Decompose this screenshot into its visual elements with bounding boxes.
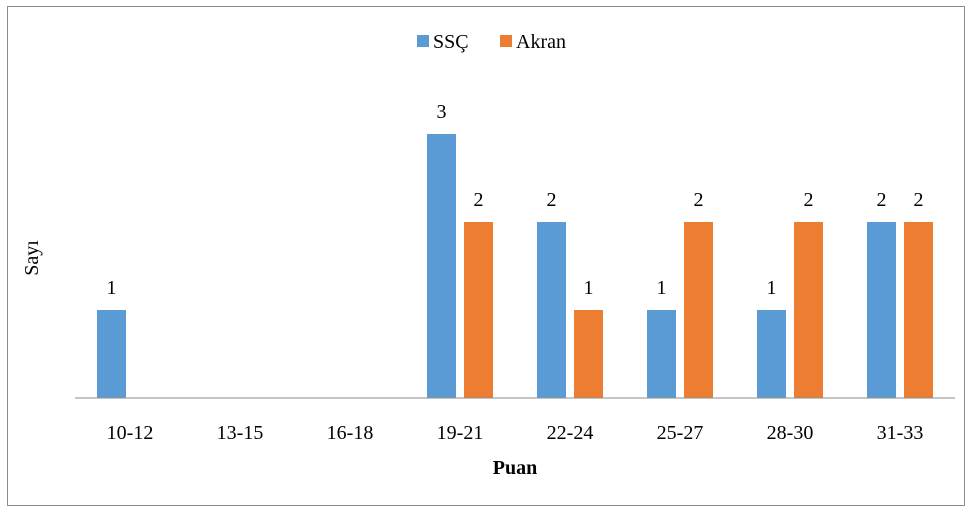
data-label-SSÇ-25-27: 1 [657,277,667,299]
x-tick-label-16-18: 16-18 [327,422,374,444]
legend-swatch-SSÇ [417,35,429,47]
legend-swatch-Akran [500,35,512,47]
x-tick-label-19-21: 19-21 [437,422,484,444]
data-labels-group: 1 3 2 2 1 1 2 1 2 2 2 [107,101,924,299]
x-tick-label-13-15: 13-15 [217,422,264,444]
legend-label-SSÇ: SSÇ [433,31,469,53]
bar-Akran-25-27 [684,222,713,398]
legend: SSÇ Akran [417,31,566,53]
data-label-Akran-28-30: 2 [804,189,814,211]
x-tick-label-10-12: 10-12 [107,422,154,444]
bars-group [97,134,933,398]
data-label-Akran-31-33: 2 [914,189,924,211]
legend-label-Akran: Akran [516,31,566,53]
bar-SSÇ-25-27 [647,310,676,398]
x-tick-label-22-24: 22-24 [547,422,594,444]
data-label-SSÇ-10-12: 1 [107,277,117,299]
bar-Akran-28-30 [794,222,823,398]
data-label-SSÇ-28-30: 1 [767,277,777,299]
x-tick-label-25-27: 25-27 [657,422,704,444]
y-axis-label: Sayı [21,240,43,276]
bar-SSÇ-19-21 [427,134,456,398]
x-tick-labels: 10-12 13-15 16-18 19-21 22-24 25-27 28-30 31-33 [107,422,924,444]
bar-Akran-31-33 [904,222,933,398]
x-tick-label-28-30: 28-30 [767,422,814,444]
bar-SSÇ-22-24 [537,222,566,398]
bar-SSÇ-28-30 [757,310,786,398]
bar-SSÇ-31-33 [867,222,896,398]
data-label-SSÇ-22-24: 2 [547,189,557,211]
data-label-Akran-19-21: 2 [474,189,484,211]
data-label-SSÇ-19-21: 3 [437,101,447,123]
bar-Akran-22-24 [574,310,603,398]
data-label-Akran-25-27: 2 [694,189,704,211]
bar-SSÇ-10-12 [97,310,126,398]
data-label-SSÇ-31-33: 2 [877,189,887,211]
x-tick-label-31-33: 31-33 [877,422,924,444]
data-label-Akran-22-24: 1 [584,277,594,299]
x-axis-label: Puan [493,457,537,479]
bar-Akran-19-21 [464,222,493,398]
